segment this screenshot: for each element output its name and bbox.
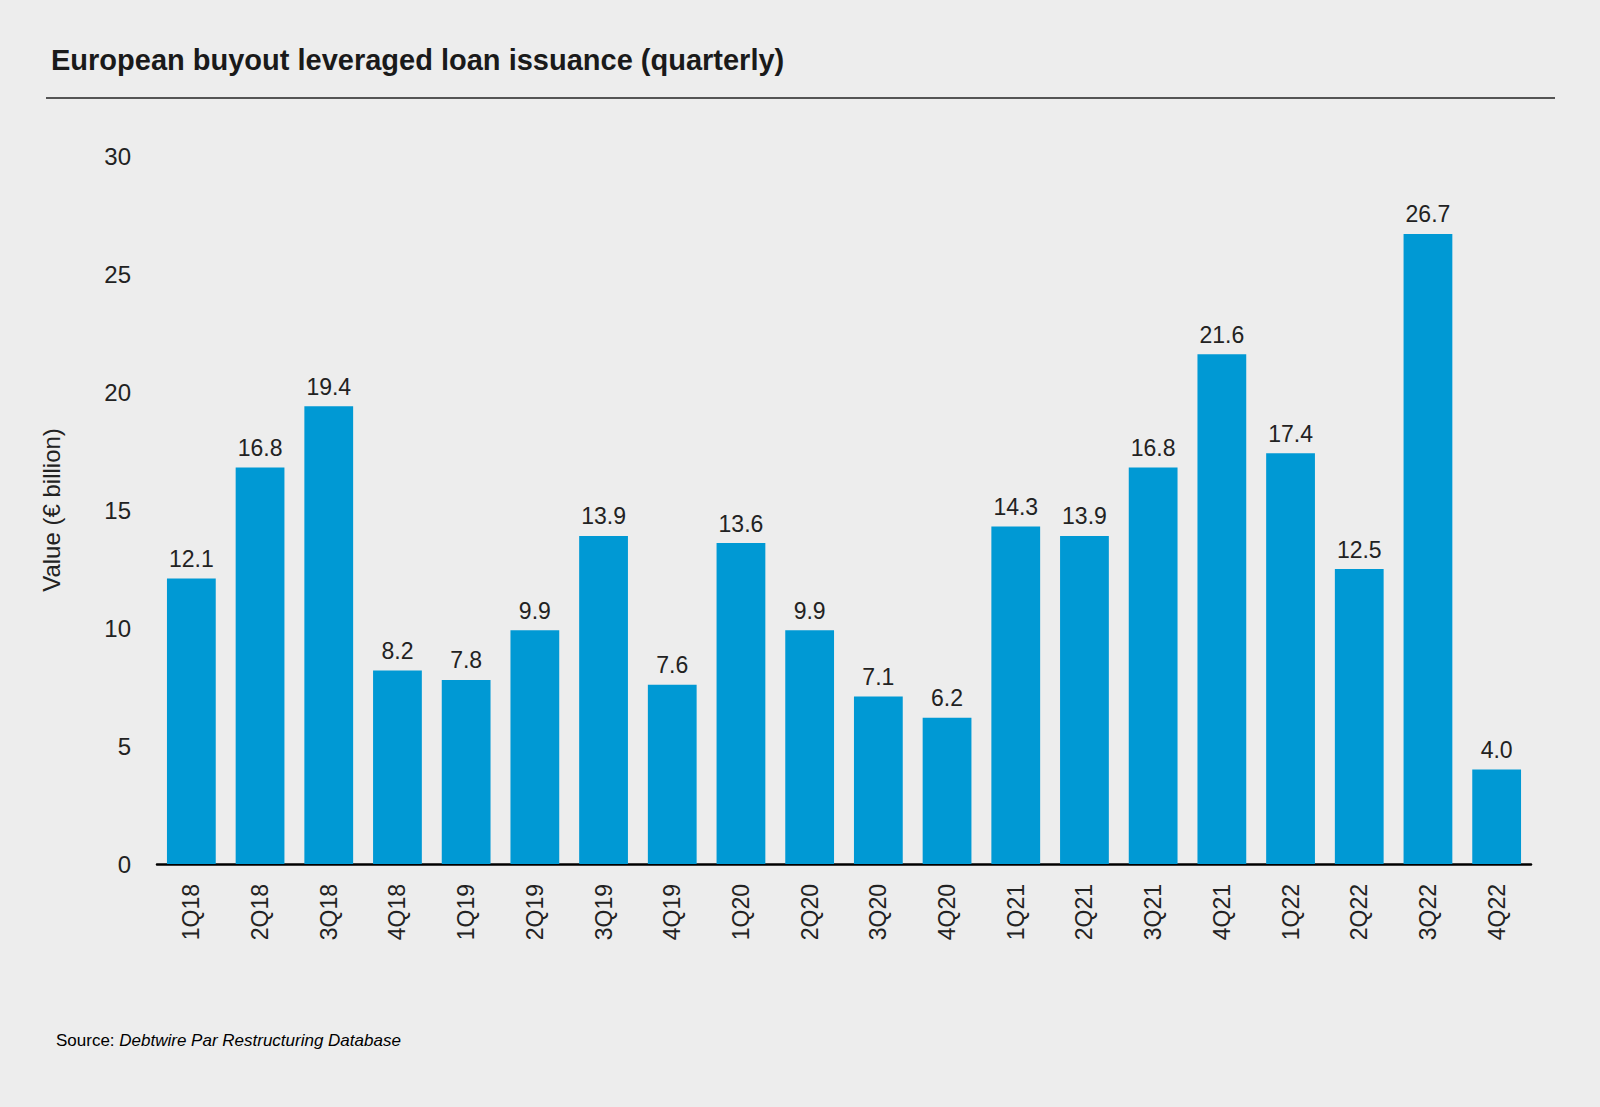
svg-text:2Q19: 2Q19 — [522, 884, 548, 940]
svg-text:4Q22: 4Q22 — [1484, 884, 1510, 940]
svg-text:4Q19: 4Q19 — [659, 884, 685, 940]
svg-text:19.4: 19.4 — [306, 374, 351, 400]
svg-text:Debtwire Par Restructuring Dat: Debtwire Par Restructuring Database — [119, 1031, 401, 1050]
svg-text:7.6: 7.6 — [656, 652, 688, 678]
svg-text:9.9: 9.9 — [519, 598, 551, 624]
svg-text:1Q21: 1Q21 — [1003, 884, 1029, 940]
svg-text:2Q21: 2Q21 — [1071, 884, 1097, 940]
svg-text:3Q22: 3Q22 — [1415, 884, 1441, 940]
svg-text:1Q20: 1Q20 — [728, 884, 754, 940]
svg-text:13.9: 13.9 — [581, 503, 626, 529]
svg-text:7.8: 7.8 — [450, 647, 482, 673]
svg-text:13.6: 13.6 — [719, 511, 764, 537]
svg-text:European buyout leveraged loan: European buyout leveraged loan issuance … — [51, 44, 784, 76]
svg-text:4.0: 4.0 — [1481, 737, 1513, 763]
svg-text:21.6: 21.6 — [1199, 322, 1244, 348]
svg-text:0: 0 — [118, 851, 131, 878]
svg-text:1Q22: 1Q22 — [1278, 884, 1304, 940]
svg-text:5: 5 — [118, 733, 131, 760]
svg-text:3Q21: 3Q21 — [1140, 884, 1166, 940]
svg-text:16.8: 16.8 — [1131, 435, 1176, 461]
svg-text:12.5: 12.5 — [1337, 537, 1382, 563]
svg-text:2Q20: 2Q20 — [797, 884, 823, 940]
svg-text:Value (€ billion): Value (€ billion) — [38, 428, 65, 592]
svg-text:7.1: 7.1 — [862, 664, 894, 690]
svg-text:3Q19: 3Q19 — [591, 884, 617, 940]
svg-text:4Q20: 4Q20 — [934, 884, 960, 940]
svg-text:14.3: 14.3 — [993, 494, 1038, 520]
svg-text:15: 15 — [104, 497, 131, 524]
svg-text:10: 10 — [104, 615, 131, 642]
svg-text:12.1: 12.1 — [169, 546, 214, 572]
svg-text:1Q19: 1Q19 — [453, 884, 479, 940]
svg-text:3Q20: 3Q20 — [865, 884, 891, 940]
svg-text:2Q18: 2Q18 — [247, 884, 273, 940]
svg-text:20: 20 — [104, 379, 131, 406]
svg-text:6.2: 6.2 — [931, 685, 963, 711]
svg-text:17.4: 17.4 — [1268, 421, 1313, 447]
svg-text:26.7: 26.7 — [1406, 201, 1451, 227]
svg-text:8.2: 8.2 — [381, 638, 413, 664]
svg-text:25: 25 — [104, 261, 131, 288]
svg-text:1Q18: 1Q18 — [178, 884, 204, 940]
svg-text:9.9: 9.9 — [794, 598, 826, 624]
svg-text:16.8: 16.8 — [238, 435, 283, 461]
svg-text:2Q22: 2Q22 — [1346, 884, 1372, 940]
svg-text:Source:: Source: — [56, 1031, 119, 1050]
svg-text:4Q18: 4Q18 — [384, 884, 410, 940]
svg-text:13.9: 13.9 — [1062, 503, 1107, 529]
svg-text:3Q18: 3Q18 — [316, 884, 342, 940]
svg-text:4Q21: 4Q21 — [1209, 884, 1235, 940]
svg-text:30: 30 — [104, 143, 131, 170]
